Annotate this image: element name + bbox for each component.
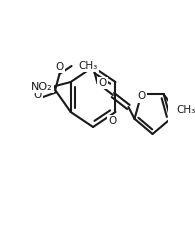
Text: O: O: [55, 62, 64, 72]
Text: O: O: [108, 116, 116, 126]
Text: CH₃: CH₃: [177, 105, 195, 115]
Text: O: O: [98, 78, 107, 88]
Text: NO₂: NO₂: [31, 82, 52, 92]
Text: CH₃: CH₃: [78, 61, 98, 71]
Text: O: O: [33, 90, 41, 100]
Text: O: O: [137, 91, 145, 101]
